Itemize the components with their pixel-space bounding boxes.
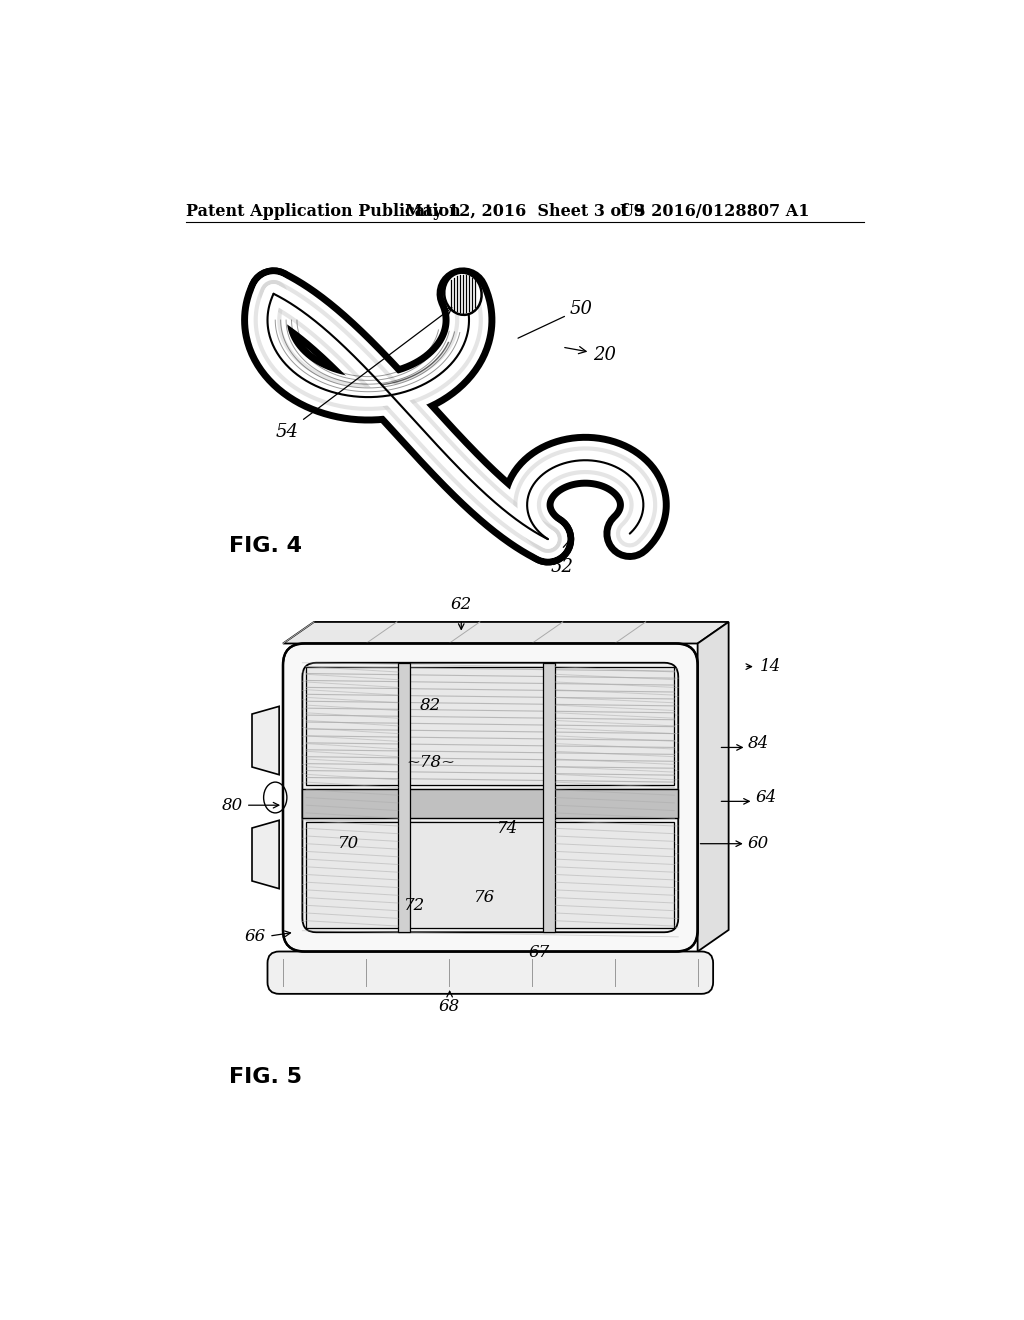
Polygon shape — [252, 820, 280, 888]
Ellipse shape — [263, 781, 287, 813]
Text: 80: 80 — [221, 797, 243, 813]
Text: 54: 54 — [275, 308, 452, 441]
Text: FIG. 4: FIG. 4 — [228, 536, 302, 556]
Text: May 12, 2016  Sheet 3 of 9: May 12, 2016 Sheet 3 of 9 — [406, 203, 645, 220]
Text: US 2016/0128807 A1: US 2016/0128807 A1 — [621, 203, 810, 220]
Text: FIG. 5: FIG. 5 — [228, 1067, 302, 1086]
Text: 14: 14 — [760, 659, 781, 675]
Polygon shape — [697, 622, 729, 952]
Polygon shape — [398, 663, 411, 932]
FancyBboxPatch shape — [302, 663, 678, 932]
Text: 20: 20 — [564, 346, 616, 364]
Text: 66: 66 — [245, 928, 266, 945]
Ellipse shape — [444, 273, 481, 315]
Text: 60: 60 — [748, 836, 769, 853]
Text: ~78~: ~78~ — [406, 754, 455, 771]
Text: 62: 62 — [451, 595, 472, 612]
FancyBboxPatch shape — [267, 952, 713, 994]
Polygon shape — [543, 663, 555, 932]
Polygon shape — [283, 622, 729, 644]
Text: 70: 70 — [338, 836, 359, 853]
Text: 68: 68 — [439, 998, 460, 1015]
Text: 76: 76 — [474, 890, 496, 906]
FancyBboxPatch shape — [283, 644, 697, 952]
Polygon shape — [306, 667, 675, 784]
Text: Patent Application Publication: Patent Application Publication — [186, 203, 461, 220]
Text: 52: 52 — [550, 541, 573, 576]
Polygon shape — [252, 706, 280, 775]
Text: 84: 84 — [748, 735, 769, 752]
Text: 82: 82 — [420, 697, 441, 714]
Polygon shape — [306, 821, 675, 928]
Text: 72: 72 — [404, 896, 425, 913]
Text: 67: 67 — [528, 944, 549, 961]
Text: 64: 64 — [756, 789, 777, 807]
Polygon shape — [302, 788, 678, 818]
Text: 74: 74 — [497, 820, 518, 837]
Text: 50: 50 — [518, 300, 593, 338]
